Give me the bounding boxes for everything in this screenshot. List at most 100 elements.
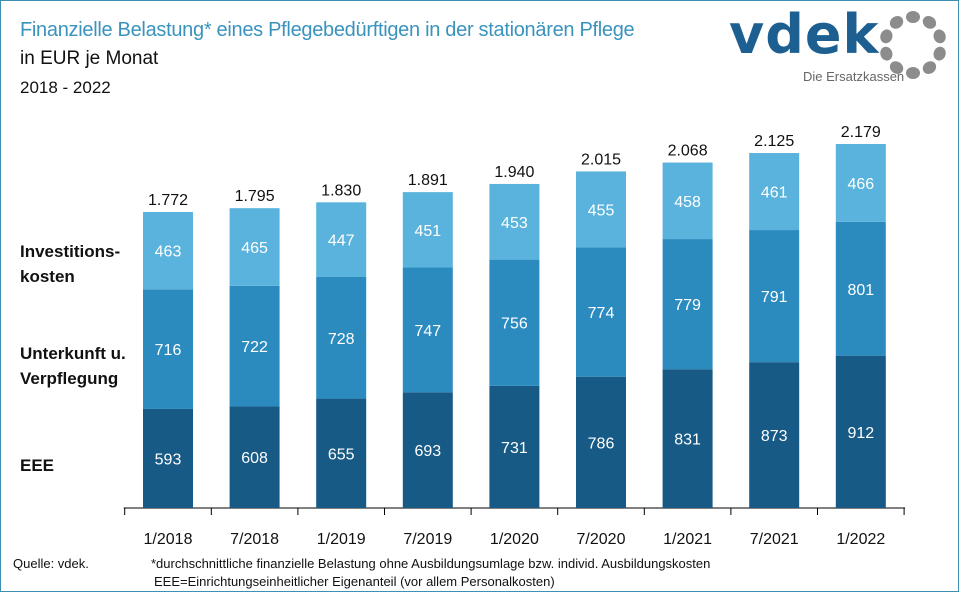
legend-line: Verpflegung (20, 369, 119, 388)
bar-value-label: 455 (588, 202, 615, 219)
bar-segment-unterkunft-u-verpflegung (835, 221, 886, 356)
bar-total-label: 2.068 (668, 143, 708, 160)
bar-segment-investitionskosten (835, 144, 886, 222)
bar-value-label: 451 (414, 223, 441, 240)
bar-value-label: 716 (155, 342, 182, 359)
x-tick-label: 1/2020 (490, 531, 539, 548)
logo-ring-dot (933, 29, 946, 44)
logo-tagline: Die Ersatzkassen (803, 69, 905, 84)
logo-ring-icon (880, 11, 946, 79)
chart-title: Finanzielle Belastung* eines Pflegebedür… (20, 19, 635, 41)
bar-value-label: 593 (155, 451, 182, 468)
bar-total-label: 1.795 (235, 188, 275, 205)
source-note: Quelle: vdek. (13, 556, 89, 571)
legend-line: kosten (20, 267, 75, 286)
x-tick-label: 1/2021 (663, 531, 712, 548)
bar-value-label: 693 (414, 443, 441, 460)
footnote-definition: *durchschnittliche finanzielle Belastung… (151, 556, 711, 571)
bar-segment-eee (662, 369, 713, 508)
bar-segment-eee (489, 385, 540, 508)
bar-total-label: 1.772 (148, 192, 188, 209)
bar-segment-unterkunft-u-verpflegung (316, 276, 367, 399)
bar-value-label: 447 (328, 233, 355, 250)
bar-segment-eee (835, 355, 886, 508)
chart-subtitle: in EUR je Monat (20, 48, 159, 69)
logo-wordmark: vdek (729, 3, 880, 66)
x-tick-label: 1/2018 (144, 531, 193, 548)
bar-segment-investitionskosten (229, 208, 280, 286)
bar-value-label: 463 (155, 244, 182, 261)
x-tick-label: 1/2019 (317, 531, 366, 548)
bar-segment-investitionskosten (316, 202, 367, 277)
bar-segment-investitionskosten (749, 153, 800, 231)
logo-ring-dot (922, 61, 937, 75)
legend-line: EEE (20, 456, 55, 475)
bar-value-label: 801 (847, 282, 874, 299)
bar-segment-eee (576, 376, 626, 508)
bar-total-label: 1.940 (494, 164, 534, 181)
legend-eee: EEE (20, 453, 54, 478)
x-tick-label: 7/2020 (577, 531, 626, 548)
bar-value-label: 873 (761, 428, 788, 445)
bar-value-label: 466 (847, 176, 874, 193)
legend-investitionskosten: Investitions- kosten (20, 239, 120, 289)
bar-total-label: 2.125 (754, 133, 794, 150)
bar-value-label: 453 (501, 215, 528, 232)
bar-segment-investitionskosten (576, 171, 626, 248)
bar-value-label: 731 (501, 440, 528, 457)
vdek-logo: vdek Die Ersatzkassen (729, 3, 951, 85)
bar-total-label: 2.179 (841, 124, 881, 141)
bar-segment-unterkunft-u-verpflegung (576, 247, 626, 377)
bar-value-label: 791 (761, 289, 788, 306)
legend-line: Investitions- (20, 242, 121, 261)
bar-segment-investitionskosten (143, 212, 193, 290)
logo-ring-dot (880, 29, 893, 44)
bar-segment-eee (749, 362, 800, 508)
logo-ring-dot (922, 15, 937, 29)
logo-ring-dot (889, 61, 904, 75)
x-tick-label: 1/2022 (836, 531, 885, 548)
bar-segment-unterkunft-u-verpflegung (662, 239, 713, 370)
bar-value-label: 465 (241, 240, 268, 257)
bar-segment-investitionskosten (489, 183, 540, 260)
bar-value-label: 779 (674, 297, 701, 314)
bar-segment-unterkunft-u-verpflegung (229, 285, 280, 407)
bar-total-label: 1.891 (408, 172, 448, 189)
bar-value-label: 655 (328, 446, 355, 463)
logo-ring-dot (906, 11, 920, 23)
bar-segment-investitionskosten (402, 192, 453, 268)
bar-segment-eee (402, 392, 453, 508)
bar-segment-unterkunft-u-verpflegung (402, 267, 453, 393)
bar-value-label: 608 (241, 450, 268, 467)
bar-segment-unterkunft-u-verpflegung (143, 289, 193, 409)
bar-value-label: 912 (847, 425, 874, 442)
bar-value-label: 461 (761, 185, 788, 202)
x-tick-label: 7/2021 (750, 531, 799, 548)
logo-ring-dot (889, 15, 904, 29)
footnote-eee: EEE=Einrichtungseinheitlicher Eigenantei… (154, 574, 555, 589)
bar-value-label: 747 (414, 323, 441, 340)
bar-value-label: 774 (588, 305, 615, 322)
bar-total-label: 1.830 (321, 182, 361, 199)
bar-segment-eee (316, 398, 367, 508)
bar-value-label: 722 (241, 339, 268, 356)
bar-segment-eee (143, 408, 193, 508)
bar-segment-eee (229, 406, 280, 508)
bar-value-label: 458 (674, 194, 701, 211)
logo-ring-dot (906, 67, 920, 79)
x-tick-label: 7/2019 (403, 531, 452, 548)
bar-value-label: 831 (674, 432, 701, 449)
logo-ring-dot (933, 46, 946, 61)
legend-unterkunft: Unterkunft u. Verpflegung (20, 341, 126, 391)
bar-value-label: 786 (588, 435, 615, 452)
logo-ring-dot (880, 46, 893, 61)
legend-line: Unterkunft u. (20, 344, 126, 363)
bar-segment-unterkunft-u-verpflegung (749, 230, 800, 363)
bar-segment-unterkunft-u-verpflegung (489, 259, 540, 386)
chart-year-range: 2018 - 2022 (20, 78, 111, 97)
bar-value-label: 756 (501, 316, 528, 333)
x-tick-label: 7/2018 (230, 531, 279, 548)
bar-total-label: 2.015 (581, 151, 621, 168)
